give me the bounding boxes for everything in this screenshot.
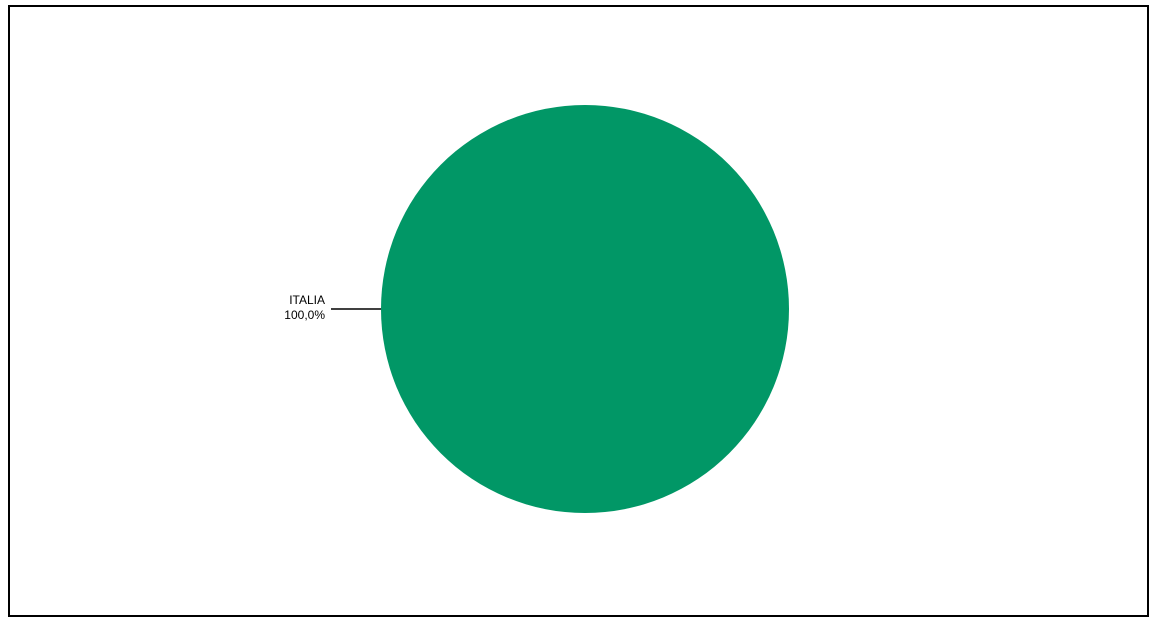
slice-category-label: ITALIA — [289, 293, 325, 307]
pie-slice-italia — [381, 105, 789, 513]
slice-value-label: 100,0% — [284, 308, 325, 322]
chart-frame: ITALIA 100,0% — [8, 5, 1149, 617]
